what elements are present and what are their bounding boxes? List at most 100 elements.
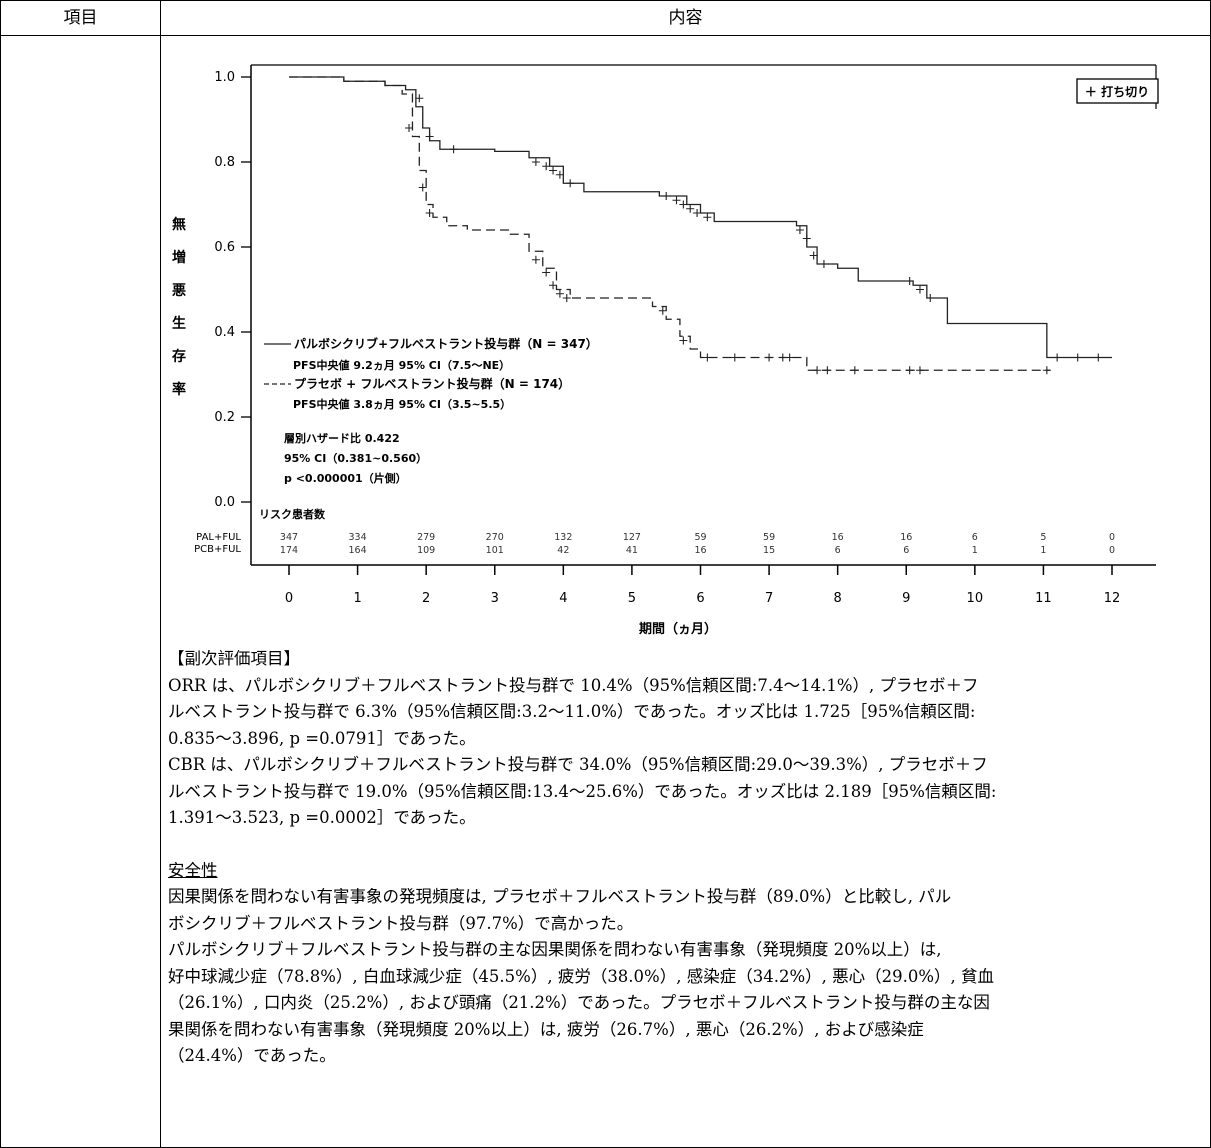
y-tick-label: 0.2: [214, 410, 235, 425]
km-chart: 0.0 0.2 0.4 0.6 0.8 1.0 0 1 2 3 4 5 6 7 8 9 10 11 12 ＋ 打ち切…: [161, 35, 1209, 647]
orr-line-1: ORR は、パルボシクリブ＋フルベストラント投与群で 10.4%（95%信頼区間…: [168, 675, 979, 695]
safety-line-2: ボシクリブ＋フルベストラント投与群（97.7%）で高かった。: [168, 913, 634, 933]
censor-mark: [425, 209, 434, 217]
cbr-line-3: 1.391〜3.523, p =0.0002］であった。: [168, 808, 476, 827]
x-tick-label: 12: [1104, 591, 1121, 606]
risk-table-cell: 279: [417, 532, 435, 543]
legend-series-1-median: PFS中央値 9.2ヵ月 95% CI（7.5〜NE）: [293, 358, 510, 372]
censor-mark: [905, 366, 914, 375]
risk-table-cell: 16: [832, 532, 844, 543]
legend-series-2: プラセボ + フルベストラント投与群（N = 174）: [294, 376, 570, 391]
censor-mark: [658, 306, 667, 315]
x-tick-label: 9: [902, 591, 910, 606]
column-divider: [160, 1, 161, 1147]
curve-pal-ful: [289, 76, 1112, 359]
censor-mark: [905, 277, 914, 285]
censor-mark: [813, 366, 822, 375]
safety-line-5: （26.1%）, 口内炎（25.2%）, および頭痛（21.2%）であった。プラ…: [168, 993, 990, 1012]
censor-mark: [802, 234, 811, 243]
table-header-row: 項目 内容: [1, 1, 1210, 36]
risk-table-cell: 1: [1040, 545, 1046, 556]
risk-table-cell: 270: [486, 532, 504, 543]
orr-line-2: ルベストラント投与群で 6.3%（95%信頼区間:3.2〜11.0%）であった。…: [168, 702, 976, 721]
risk-table-cell: 334: [349, 532, 367, 543]
censor-mark: [1042, 366, 1051, 375]
hazard-ci: 95% CI（0.381~0.560）: [284, 452, 427, 465]
safety-line-7: （24.4%）であった。: [168, 1046, 336, 1065]
censor-mark: [823, 366, 832, 375]
censor-mark: [703, 353, 712, 362]
censor-mark: [693, 209, 702, 217]
censor-mark: [915, 366, 924, 375]
x-axis-label: 期間（ヵ月）: [639, 621, 717, 637]
safety-line-6: 果関係を問わない有害事象（発現頻度 20%以上）は, 疲労（26.7%）, 悪心…: [168, 1019, 924, 1039]
censor-mark: [566, 179, 575, 188]
risk-table-cell: 109: [417, 545, 435, 556]
censor-legend-box: [1076, 78, 1159, 104]
risk-table-cell: 41: [626, 545, 638, 556]
series-legend: パルボシクリブ+フルベストラント投与群（N = 347） PFS中央値 9.2ヵ…: [264, 336, 598, 485]
x-tick-label: 10: [967, 591, 984, 606]
risk-table-cell: 15: [763, 545, 775, 556]
censor-mark: [809, 251, 818, 260]
censor-mark: [418, 183, 427, 192]
censor-mark: [819, 260, 828, 268]
x-tick-label: 2: [422, 591, 430, 606]
censor-mark: [785, 353, 794, 362]
censor-mark: [778, 353, 787, 362]
censor-mark: [425, 132, 434, 141]
censor-mark: [549, 281, 558, 290]
hazard-p: p <0.000001（片側）: [284, 471, 407, 485]
censor-mark: [449, 145, 458, 154]
x-tick-label: 1: [353, 591, 361, 606]
risk-table-cell: 127: [623, 532, 641, 543]
risk-table-cell: 347: [280, 532, 298, 543]
censor-legend: ＋ 打ち切り: [1076, 78, 1159, 104]
censor-mark: [915, 285, 924, 294]
header-item: 項目: [63, 8, 98, 28]
x-tick-label: 3: [491, 591, 499, 606]
y-axis-label-char: 生: [172, 315, 186, 332]
risk-table-cell: 16: [694, 545, 706, 556]
y-axis-label-char: 増: [172, 249, 186, 266]
x-tick-label: 5: [628, 591, 636, 606]
censor-legend-label: ＋ 打ち切り: [1085, 84, 1149, 99]
header-content: 内容: [668, 8, 703, 28]
risk-table-cell: 42: [557, 545, 569, 556]
hazard-ratio: 層別ハザード比 0.422: [284, 431, 400, 445]
censor-mark: [795, 226, 804, 234]
risk-table-cell: 164: [349, 545, 367, 556]
x-tick-label: 11: [1035, 591, 1052, 606]
risk-table-title: リスク患者数: [259, 507, 326, 521]
secondary-title: 【副次評価項目】: [168, 649, 300, 668]
censor-mark: [542, 162, 551, 171]
censor-mark: [1053, 353, 1062, 362]
y-tick-label: 0.4: [214, 325, 235, 340]
censor-mark: [730, 353, 739, 362]
censor-mark: [679, 200, 688, 209]
x-tick-label: 4: [559, 591, 567, 606]
censor-mark: [415, 94, 424, 103]
x-tick-label: 8: [834, 591, 842, 606]
censor-mark: [1094, 353, 1103, 362]
censor-mark: [765, 353, 774, 362]
censor-mark: [679, 336, 688, 345]
censor-mark: [662, 192, 671, 200]
chart-censor-marks: [405, 94, 1103, 375]
x-tick-label: 7: [765, 591, 773, 606]
y-tick-label: 0.8: [214, 155, 235, 170]
spacer: [168, 832, 1203, 858]
x-tick-label: 0: [285, 591, 293, 606]
cbr-line-2: ルベストラント投与群で 19.0%（95%信頼区間:13.4〜25.6%）であっ…: [168, 781, 997, 801]
risk-table-cell: 1: [972, 545, 978, 556]
orr-line-3: 0.835〜3.896, p =0.0791］であった。: [168, 728, 476, 748]
censor-mark: [686, 204, 695, 213]
safety-line-1: 因果関係を問わない有害事象の発現頻度は, プラセボ＋フルベストラント投与群（89…: [168, 887, 952, 906]
censor-mark: [1073, 353, 1082, 362]
cbr-line-1: CBR は、パルボシクリブ＋フルベストラント投与群で 34.0%（95%信頼区間…: [168, 755, 988, 774]
risk-row-label-2: PCB+FUL: [194, 544, 241, 555]
censor-mark: [562, 294, 571, 302]
risk-table-cell: 0: [1109, 545, 1115, 556]
risk-table-cell: 132: [554, 532, 572, 543]
